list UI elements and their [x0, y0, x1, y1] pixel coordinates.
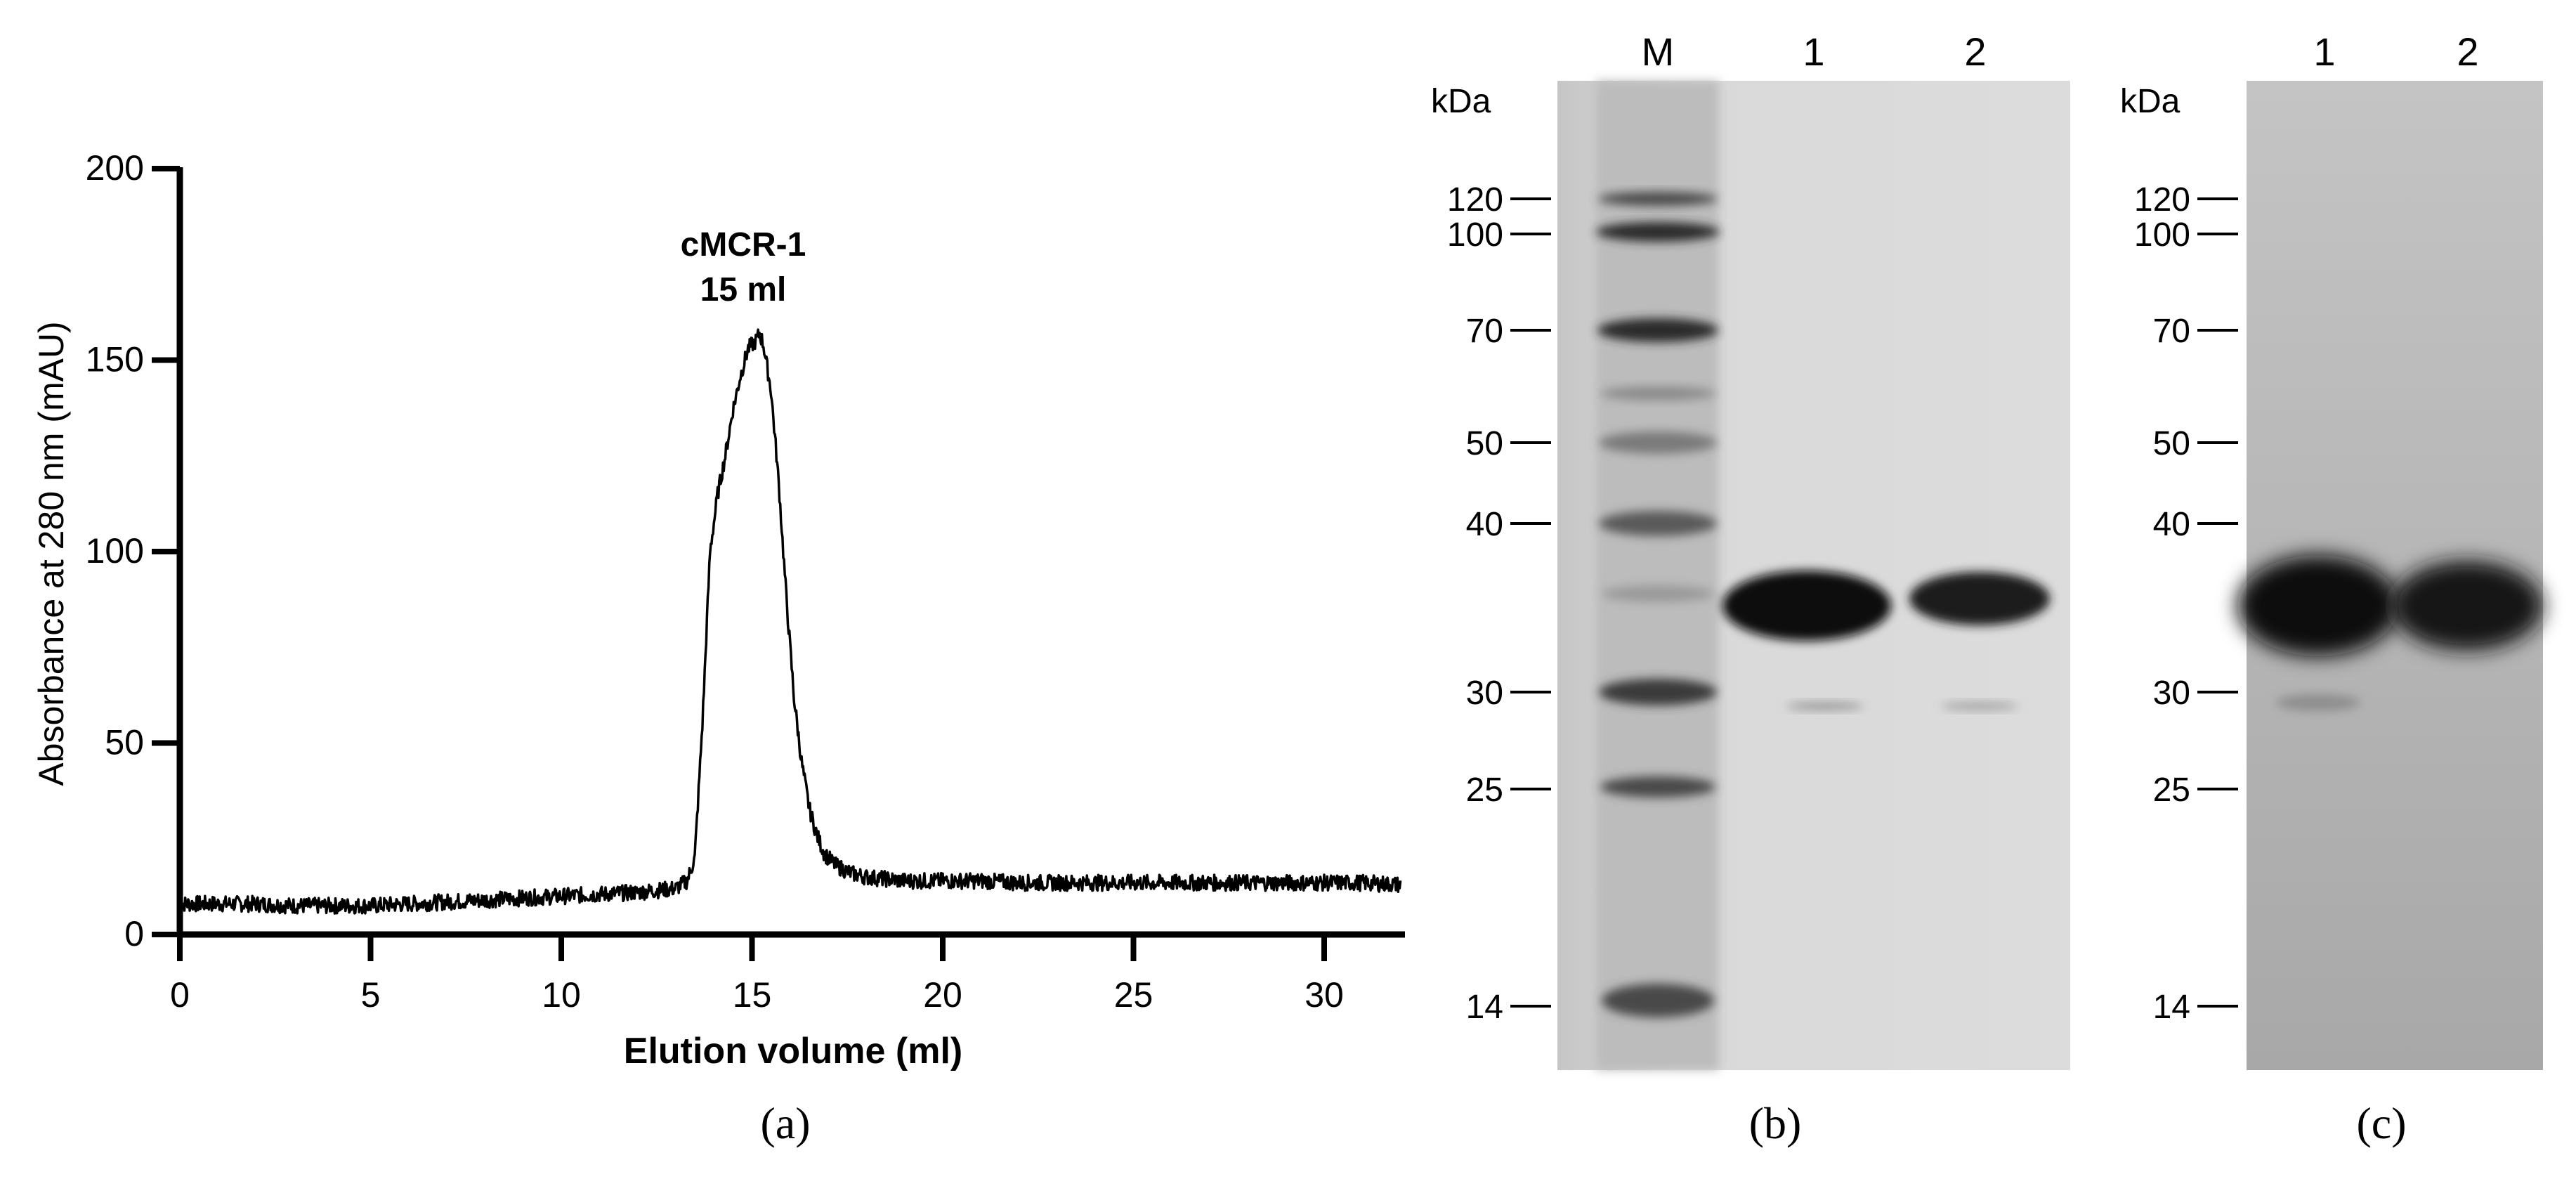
marker-band-35 [1602, 585, 1714, 602]
marker-band-70 [1597, 318, 1718, 342]
marker-size-label: 25 [1466, 771, 1503, 809]
marker-size-label: 40 [1466, 506, 1503, 543]
gel-b-lane-label-m: M [1642, 30, 1675, 74]
y-tick-label: 150 [86, 340, 144, 379]
x-tick-label: 25 [1114, 975, 1153, 1015]
peak-annotation-name: cMCR-1 [681, 226, 806, 263]
marker-band-60 [1600, 386, 1715, 400]
gel-b-unit-label: kDa [1431, 83, 1491, 120]
marker-band-30 [1599, 679, 1717, 705]
marker-size-label: 40 [2153, 506, 2190, 543]
marker-band-40 [1599, 511, 1717, 536]
marker-band-100 [1596, 222, 1720, 242]
marker-band-25 [1600, 776, 1715, 797]
marker-lane-background [1596, 81, 1719, 1070]
x-tick-label: 15 [733, 975, 772, 1015]
marker-band-120 [1598, 192, 1718, 206]
x-tick-label: 10 [542, 975, 581, 1015]
marker-size-label: 50 [1466, 425, 1503, 462]
gel-c-lane2-main-band [2391, 561, 2543, 651]
marker-lane-bands [1596, 192, 1720, 1017]
gel-b-lane2-main-band [1909, 572, 2050, 625]
peak-annotation-volume: 15 ml [700, 271, 787, 308]
marker-size-label: 50 [2153, 425, 2190, 462]
x-tick-label: 20 [923, 975, 962, 1015]
gel-c-unit-label: kDa [2120, 83, 2181, 120]
panel-label-b: (b) [1749, 1098, 1802, 1148]
marker-band-50 [1599, 431, 1717, 454]
y-tick-label: 100 [86, 531, 144, 571]
marker-size-label: 120 [1447, 181, 1503, 219]
marker-size-label: 30 [1466, 675, 1503, 712]
marker-size-label: 100 [2134, 216, 2190, 254]
marker-size-label: 70 [2153, 313, 2190, 350]
x-tick-label: 5 [361, 975, 381, 1015]
y-tick-label: 0 [124, 914, 144, 953]
gel-b-lane2-minor-band [1941, 702, 2018, 710]
gel-b-lane-label-2: 2 [1964, 30, 1986, 74]
x-axis-title: Elution volume (ml) [624, 1031, 962, 1071]
y-tick-label: 200 [86, 148, 144, 188]
x-axis-ticks: 0 5 10 15 20 25 30 [170, 934, 1344, 1015]
marker-size-label: 25 [2153, 771, 2190, 809]
marker-band-14 [1602, 984, 1714, 1017]
y-axis-ticks: 0 50 100 150 200 [86, 148, 180, 953]
marker-size-label: 120 [2134, 181, 2190, 219]
marker-size-label: 14 [2153, 989, 2190, 1026]
marker-size-label: 70 [1466, 313, 1503, 350]
gel-c-lane-label-1: 1 [2313, 30, 2335, 74]
panel-label-a: (a) [760, 1098, 810, 1148]
y-tick-label: 50 [105, 723, 144, 762]
x-tick-label: 0 [170, 975, 190, 1015]
gel-b-lane-label-1: 1 [1803, 30, 1824, 74]
marker-size-label: 30 [2153, 675, 2190, 712]
gel-b-lane1-main-band [1722, 571, 1891, 641]
marker-size-label: 100 [1447, 216, 1503, 254]
marker-size-label: 14 [1466, 989, 1503, 1026]
gel-c-lane1-minor-band [2276, 694, 2360, 711]
gel-c-lane1-main-band [2237, 555, 2399, 656]
gel-b-lane1-minor-band [1786, 702, 1864, 710]
y-axis-title: Absorbance at 280 nm (mAU) [32, 321, 71, 786]
x-tick-label: 30 [1305, 975, 1344, 1015]
panel-label-c: (c) [2356, 1098, 2406, 1148]
chromatogram-panel: 0 50 100 150 200 0 5 10 15 20 25 30 cMCR-1 15 ml E… [32, 148, 1405, 1148]
gel-c-lane-label-2: 2 [2457, 30, 2478, 74]
absorbance-trace-line [178, 328, 1402, 915]
